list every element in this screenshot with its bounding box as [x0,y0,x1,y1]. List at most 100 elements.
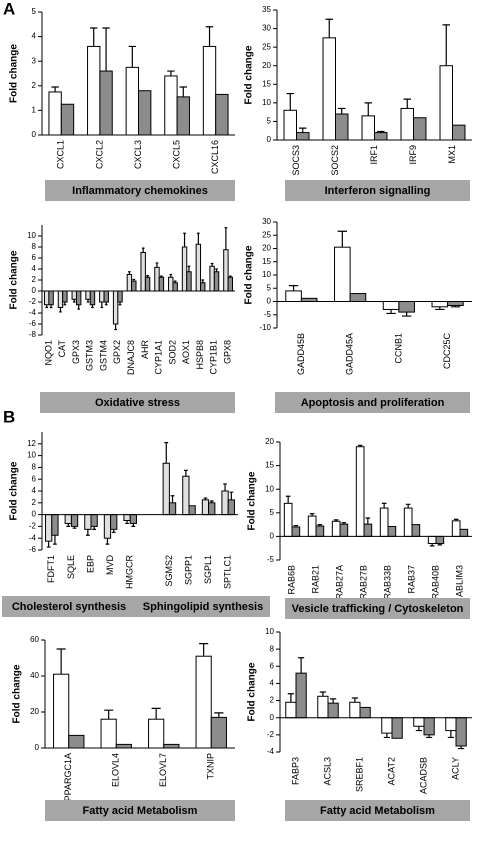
bar [334,246,351,303]
error-bar [210,262,214,267]
x-tick-label: ACADSB [418,757,428,794]
error-bar [209,500,214,503]
y-tick-label: -6 [29,319,37,328]
error-bar [351,697,358,703]
bar [43,290,50,306]
x-tick-label: AHR [140,340,150,360]
y-tick-label: -4 [267,747,275,756]
bar [285,701,297,719]
bar [60,103,75,136]
bar [62,290,68,303]
error-bar [118,302,122,306]
bar [125,66,140,136]
y-tick-label: 40 [30,671,39,680]
error-bar [77,304,80,310]
bar [285,290,302,302]
bar [138,90,152,136]
error-bar [223,483,227,491]
bar [168,502,177,516]
error-bar [187,265,191,272]
bar [335,113,349,141]
error-bar [183,232,186,247]
y-tick-label: 2 [32,275,37,284]
footer-label: Cholesterol synthesis [12,601,126,613]
x-tick-label: CXCL1 [56,140,66,169]
bar [202,45,217,136]
footer-box [285,800,470,821]
x-tick-label: GADD45A [345,333,355,375]
bar [355,446,365,537]
error-bar [386,309,396,315]
error-bar [169,273,173,278]
y-tick-label: 25 [262,42,271,51]
error-bar [298,657,305,674]
y-tick-label: -6 [29,545,37,554]
error-bar [205,26,214,47]
error-bar [341,522,347,525]
bar [427,535,437,544]
bar [51,514,59,536]
y-tick-label: 4 [32,486,37,495]
error-bar [56,648,66,675]
bar [103,514,112,539]
bar [140,252,146,292]
error-bar [426,734,433,739]
section-label: A [3,0,15,18]
bar [400,107,414,141]
bar [283,109,297,141]
error-bar [53,535,57,545]
error-bar [365,517,371,525]
bar [75,290,82,306]
x-tick-label: SOD2 [167,340,177,365]
error-bar [450,305,461,308]
bar [210,716,227,749]
bar [307,515,317,537]
bar [99,70,113,136]
error-bar [447,730,454,739]
x-tick-label: CXCL2 [94,140,104,169]
bar [359,706,371,719]
footer-label: Fatty acid Metabolism [83,805,198,817]
x-tick-label: ELOVL4 [111,753,121,787]
section-label: B [3,407,15,426]
x-tick-label: NQO1 [43,340,53,366]
bar [164,75,178,136]
y-tick-label: 12 [27,439,36,448]
error-bar [293,524,299,527]
error-bar [286,92,295,111]
x-tick-label: GSTM3 [85,340,95,371]
bar [84,514,92,530]
error-bar [173,280,177,283]
x-tick-label: FABP3 [290,757,300,785]
bar [374,132,388,141]
error-bar [131,523,136,527]
y-tick-label: -5 [264,310,272,319]
error-bar [288,285,299,291]
error-bar [91,304,94,309]
y-axis-label: Fold change [12,664,23,723]
footer-label: Inflammatory chemokines [72,185,208,197]
footer-box [285,180,470,201]
error-bar [100,302,104,309]
y-tick-label: -4 [29,308,37,317]
y-axis-label: Fold change [244,45,255,104]
error-bar [179,86,187,97]
error-bar [357,444,363,447]
y-tick-label: 30 [262,217,271,226]
y-tick-label: 5 [267,283,272,292]
x-tick-label: EBP [85,555,95,573]
error-bar [92,526,97,530]
error-bar [132,278,136,282]
bar [188,505,196,516]
error-bar [458,746,465,750]
x-tick-label: CYP1B1 [209,340,219,375]
y-tick-label: 0 [270,713,275,722]
x-tick-label: SGMS2 [164,555,174,587]
error-bar [45,304,49,309]
y-axis-label: Fold change [9,461,20,520]
bar [223,249,229,292]
footer-box [40,392,235,413]
y-tick-label: -2 [29,522,37,531]
error-bar [164,442,169,464]
y-tick-label: 1 [32,106,37,115]
